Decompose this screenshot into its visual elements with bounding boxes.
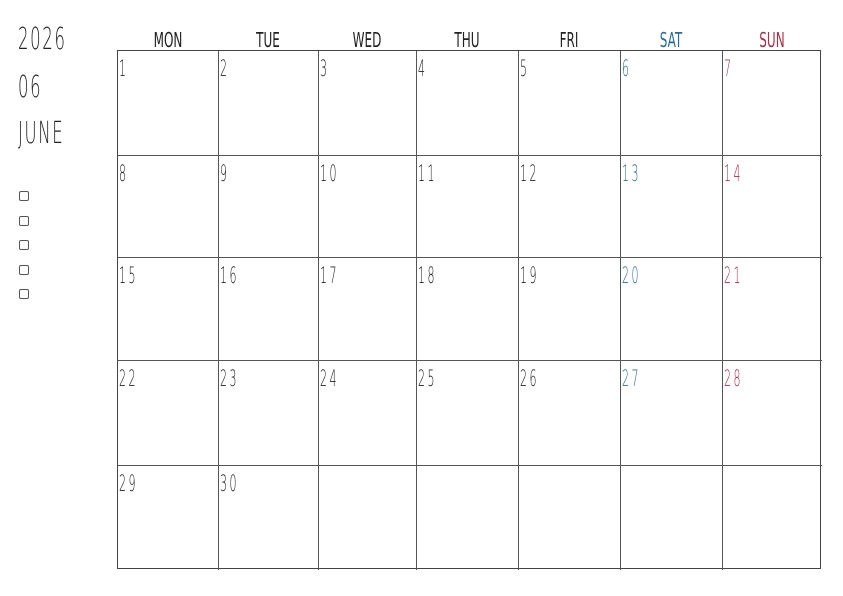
month-name: JUNE bbox=[18, 116, 65, 151]
day-number: 25 bbox=[418, 367, 437, 392]
day-cell[interactable]: 8 bbox=[118, 156, 219, 258]
month-number: 06 bbox=[18, 70, 43, 105]
day-cell[interactable]: 14 bbox=[723, 156, 822, 258]
day-cell[interactable]: 1 bbox=[118, 51, 219, 156]
day-cell[interactable]: 12 bbox=[519, 156, 621, 258]
day-cell[interactable]: 11 bbox=[417, 156, 519, 258]
day-number: 10 bbox=[320, 162, 339, 187]
day-number: 23 bbox=[220, 367, 239, 392]
day-number: 24 bbox=[320, 367, 339, 392]
day-number: 20 bbox=[622, 264, 641, 289]
checkbox[interactable] bbox=[19, 289, 29, 299]
day-cell[interactable]: 21 bbox=[723, 258, 822, 361]
day-number: 14 bbox=[724, 162, 743, 187]
weekday-header: MON bbox=[153, 28, 182, 52]
checkbox[interactable] bbox=[19, 240, 29, 250]
day-number: 19 bbox=[520, 264, 539, 289]
day-cell[interactable]: 22 bbox=[118, 361, 219, 466]
day-number: 30 bbox=[220, 472, 239, 497]
day-cell[interactable] bbox=[417, 466, 519, 570]
weekday-header: SUN bbox=[758, 28, 785, 52]
day-number: 29 bbox=[119, 472, 138, 497]
day-cell[interactable]: 20 bbox=[621, 258, 723, 361]
day-cell[interactable] bbox=[621, 466, 723, 570]
day-number: 5 bbox=[520, 57, 530, 82]
day-number: 15 bbox=[119, 264, 138, 289]
day-number: 27 bbox=[622, 367, 641, 392]
day-cell[interactable]: 4 bbox=[417, 51, 519, 156]
weekday-header: TUE bbox=[256, 28, 280, 52]
day-cell[interactable]: 30 bbox=[219, 466, 319, 570]
day-number: 12 bbox=[520, 162, 539, 187]
day-cell[interactable]: 15 bbox=[118, 258, 219, 361]
day-number: 28 bbox=[724, 367, 743, 392]
day-number: 16 bbox=[220, 264, 239, 289]
day-cell[interactable]: 17 bbox=[319, 258, 417, 361]
day-number: 9 bbox=[220, 162, 230, 187]
day-cell[interactable]: 27 bbox=[621, 361, 723, 466]
day-cell[interactable]: 29 bbox=[118, 466, 219, 570]
day-number: 3 bbox=[320, 57, 330, 82]
day-cell[interactable] bbox=[319, 466, 417, 570]
day-number: 18 bbox=[418, 264, 437, 289]
day-cell[interactable]: 23 bbox=[219, 361, 319, 466]
day-cell[interactable]: 9 bbox=[219, 156, 319, 258]
weekday-header: SAT bbox=[659, 28, 683, 52]
day-number: 2 bbox=[220, 57, 230, 82]
checkbox[interactable] bbox=[19, 191, 29, 201]
day-cell[interactable]: 28 bbox=[723, 361, 822, 466]
day-number: 17 bbox=[320, 264, 339, 289]
weekday-header: FRI bbox=[559, 28, 579, 52]
weekday-header: THU bbox=[454, 28, 480, 52]
day-number: 7 bbox=[724, 57, 734, 82]
day-cell[interactable]: 13 bbox=[621, 156, 723, 258]
day-cell[interactable]: 25 bbox=[417, 361, 519, 466]
day-cell[interactable] bbox=[723, 466, 822, 570]
day-number: 26 bbox=[520, 367, 539, 392]
day-number: 13 bbox=[622, 162, 641, 187]
day-number: 6 bbox=[622, 57, 632, 82]
day-cell[interactable]: 26 bbox=[519, 361, 621, 466]
day-number: 21 bbox=[724, 264, 743, 289]
day-cell[interactable]: 24 bbox=[319, 361, 417, 466]
day-cell[interactable]: 7 bbox=[723, 51, 822, 156]
day-number: 22 bbox=[119, 367, 138, 392]
year: 2026 bbox=[18, 22, 67, 57]
day-cell[interactable]: 2 bbox=[219, 51, 319, 156]
day-cell[interactable]: 19 bbox=[519, 258, 621, 361]
day-number: 11 bbox=[418, 162, 437, 187]
weekday-header: WED bbox=[352, 28, 382, 52]
day-cell[interactable]: 6 bbox=[621, 51, 723, 156]
calendar-grid: 1 2 3 4 5 6 7 8 9 10 11 12 13 14 15 16 17 18 19 20 21 22 23 24 2… bbox=[117, 50, 822, 570]
day-cell[interactable]: 10 bbox=[319, 156, 417, 258]
day-number: 4 bbox=[418, 57, 428, 82]
checkbox[interactable] bbox=[19, 215, 29, 226]
day-cell[interactable]: 3 bbox=[319, 51, 417, 156]
day-number: 8 bbox=[119, 162, 129, 187]
day-cell[interactable] bbox=[519, 466, 621, 570]
day-cell[interactable]: 16 bbox=[219, 258, 319, 361]
checkbox[interactable] bbox=[19, 264, 29, 275]
day-number: 1 bbox=[119, 57, 129, 82]
day-cell[interactable]: 18 bbox=[417, 258, 519, 361]
day-cell[interactable]: 5 bbox=[519, 51, 621, 156]
